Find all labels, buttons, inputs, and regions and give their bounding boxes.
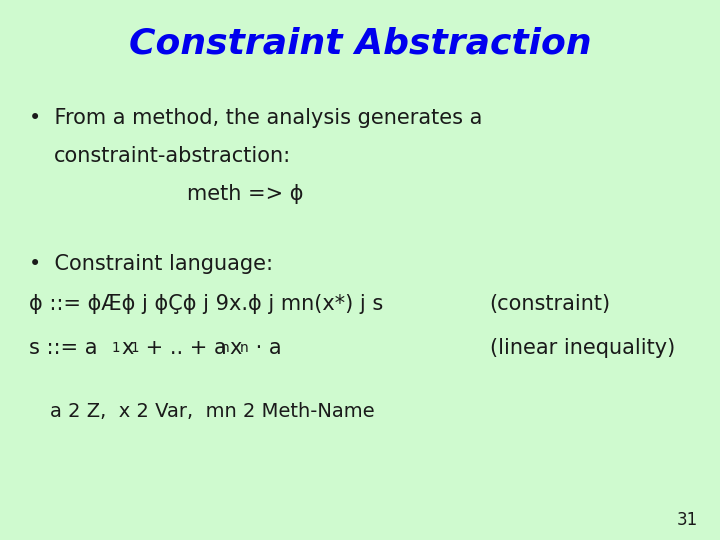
Text: 1: 1 [112, 341, 120, 355]
Text: n: n [240, 341, 248, 355]
Text: •  From a method, the analysis generates a: • From a method, the analysis generates … [29, 108, 482, 128]
Text: + .. + a: + .. + a [139, 338, 227, 357]
Text: n: n [220, 341, 229, 355]
Text: a 2 Z,  x 2 Var,  mn 2 Meth-Name: a 2 Z, x 2 Var, mn 2 Meth-Name [50, 402, 375, 421]
Text: 31: 31 [677, 511, 698, 529]
Text: ϕ ::= ϕÆϕ j ϕÇϕ j 9x.ϕ j mn(x*) j s: ϕ ::= ϕÆϕ j ϕÇϕ j 9x.ϕ j mn(x*) j s [29, 294, 383, 314]
Text: 1: 1 [131, 341, 140, 355]
Text: x: x [230, 338, 242, 357]
Text: (linear inequality): (linear inequality) [490, 338, 675, 357]
Text: Constraint Abstraction: Constraint Abstraction [129, 27, 591, 61]
Text: x: x [121, 338, 133, 357]
Text: meth => ϕ: meth => ϕ [187, 184, 304, 204]
Text: s ::= a: s ::= a [29, 338, 97, 357]
Text: · a: · a [249, 338, 282, 357]
Text: constraint-abstraction:: constraint-abstraction: [54, 146, 291, 166]
Text: (constraint): (constraint) [490, 294, 611, 314]
Text: •  Constraint language:: • Constraint language: [29, 254, 273, 274]
